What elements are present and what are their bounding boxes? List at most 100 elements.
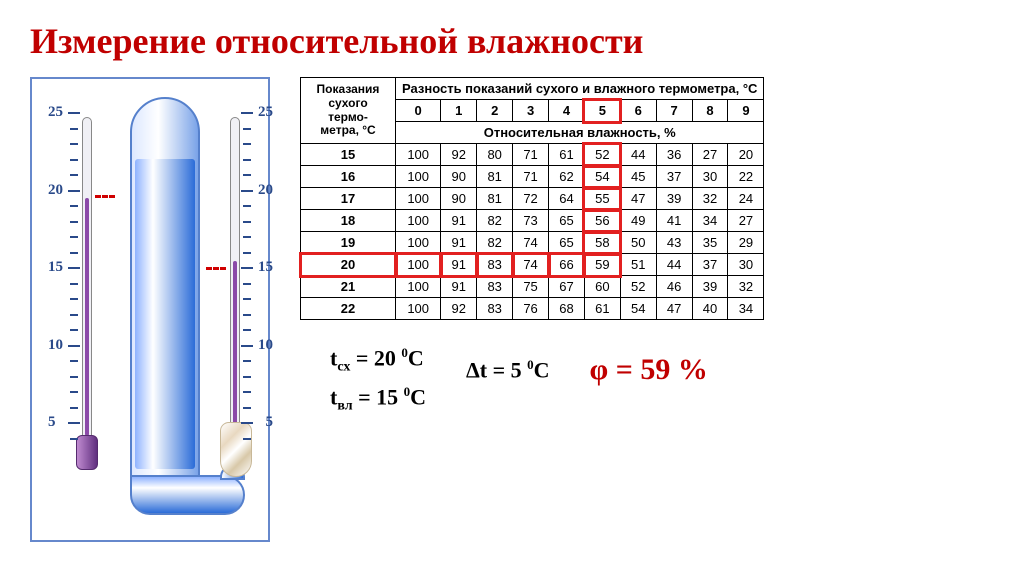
diff-header: 1 [441, 100, 477, 122]
formulas: tсх = 20 0C tвл = 15 0C Δt = 5 0C φ = 59… [300, 345, 994, 422]
scale-label: 15 [48, 259, 63, 276]
humidity-cell: 27 [728, 210, 764, 232]
humidity-cell: 72 [513, 188, 549, 210]
page-title: Измерение относительной влажности [30, 20, 994, 62]
humidity-cell: 75 [513, 276, 549, 298]
temp-header: 15 [301, 144, 396, 166]
scale-right: 252015105 [245, 112, 273, 442]
humidity-cell: 100 [396, 210, 441, 232]
humidity-cell: 100 [396, 298, 441, 320]
humidity-cell: 73 [513, 210, 549, 232]
temperature-readings: tсх = 20 0C tвл = 15 0C [330, 345, 426, 422]
diff-header: 0 [396, 100, 441, 122]
dry-indicator-dash [95, 195, 115, 198]
humidity-cell: 83 [477, 254, 513, 276]
humidity-cell: 39 [656, 188, 692, 210]
humidity-cell: 62 [549, 166, 585, 188]
humidity-cell: 32 [728, 276, 764, 298]
temp-header: 21 [301, 276, 396, 298]
humidity-cell: 91 [441, 276, 477, 298]
humidity-cell: 47 [620, 188, 656, 210]
humidity-cell: 58 [584, 232, 620, 254]
humidity-cell: 22 [728, 166, 764, 188]
scale-label: 15 [258, 259, 273, 276]
wet-indicator-dash [206, 267, 226, 270]
diff-header: 9 [728, 100, 764, 122]
diff-header: 7 [656, 100, 692, 122]
humidity-cell: 80 [477, 144, 513, 166]
humidity-cell: 81 [477, 188, 513, 210]
scale-label: 5 [266, 414, 274, 431]
humidity-cell: 100 [396, 144, 441, 166]
diff-header: 6 [620, 100, 656, 122]
humidity-cell: 92 [441, 144, 477, 166]
humidity-cell: 59 [584, 254, 620, 276]
row-header-label: Показаниясухоготермо-метра, °C [301, 78, 396, 144]
humidity-cell: 37 [692, 254, 728, 276]
psychrometer-diagram: 252015105 252015105 [30, 77, 270, 542]
humidity-cell: 60 [584, 276, 620, 298]
humidity-cell: 61 [584, 298, 620, 320]
dry-thermometer [82, 117, 92, 437]
diff-header: 5 [584, 100, 620, 122]
temp-header: 17 [301, 188, 396, 210]
scale-label: 20 [258, 182, 273, 199]
delta-t-formula: Δt = 5 0C [466, 345, 550, 383]
humidity-cell: 44 [620, 144, 656, 166]
scale-label: 25 [48, 104, 63, 121]
humidity-cell: 66 [549, 254, 585, 276]
temp-header: 18 [301, 210, 396, 232]
humidity-cell: 34 [728, 298, 764, 320]
humidity-cell: 49 [620, 210, 656, 232]
humidity-cell: 20 [728, 144, 764, 166]
diff-header: 4 [549, 100, 585, 122]
temp-header: 19 [301, 232, 396, 254]
temp-header: 20 [301, 254, 396, 276]
humidity-cell: 27 [692, 144, 728, 166]
humidity-cell: 100 [396, 188, 441, 210]
humidity-cell: 81 [477, 166, 513, 188]
reservoir [130, 97, 200, 477]
humidity-cell: 83 [477, 276, 513, 298]
diff-header: 8 [692, 100, 728, 122]
humidity-cell: 82 [477, 210, 513, 232]
humidity-cell: 91 [441, 210, 477, 232]
humidity-cell: 37 [656, 166, 692, 188]
humidity-cell: 52 [584, 144, 620, 166]
humidity-cell: 83 [477, 298, 513, 320]
dry-bulb [76, 435, 98, 470]
humidity-cell: 54 [620, 298, 656, 320]
top-header: Разность показаний сухого и влажного тер… [396, 78, 764, 100]
humidity-cell: 91 [441, 232, 477, 254]
humidity-cell: 41 [656, 210, 692, 232]
humidity-cell: 74 [513, 232, 549, 254]
psychrometric-table: Показаниясухоготермо-метра, °CРазность п… [300, 77, 764, 320]
humidity-cell: 71 [513, 166, 549, 188]
humidity-cell: 90 [441, 166, 477, 188]
right-panel: Показаниясухоготермо-метра, °CРазность п… [300, 77, 994, 542]
humidity-cell: 100 [396, 232, 441, 254]
humidity-cell: 61 [549, 144, 585, 166]
base-tube [130, 475, 245, 515]
humidity-cell: 65 [549, 210, 585, 232]
diff-header: 3 [513, 100, 549, 122]
reservoir-liquid [135, 159, 195, 469]
humidity-cell: 92 [441, 298, 477, 320]
humidity-cell: 46 [656, 276, 692, 298]
humidity-cell: 29 [728, 232, 764, 254]
humidity-cell: 43 [656, 232, 692, 254]
humidity-cell: 35 [692, 232, 728, 254]
humidity-cell: 34 [692, 210, 728, 232]
humidity-cell: 51 [620, 254, 656, 276]
humidity-cell: 24 [728, 188, 764, 210]
humidity-cell: 54 [584, 166, 620, 188]
scale-label: 5 [48, 414, 56, 431]
humidity-cell: 30 [728, 254, 764, 276]
humidity-cell: 45 [620, 166, 656, 188]
humidity-cell: 91 [441, 254, 477, 276]
humidity-cell: 56 [584, 210, 620, 232]
scale-label: 10 [258, 337, 273, 354]
humidity-cell: 65 [549, 232, 585, 254]
humidity-cell: 50 [620, 232, 656, 254]
scale-label: 10 [48, 337, 63, 354]
